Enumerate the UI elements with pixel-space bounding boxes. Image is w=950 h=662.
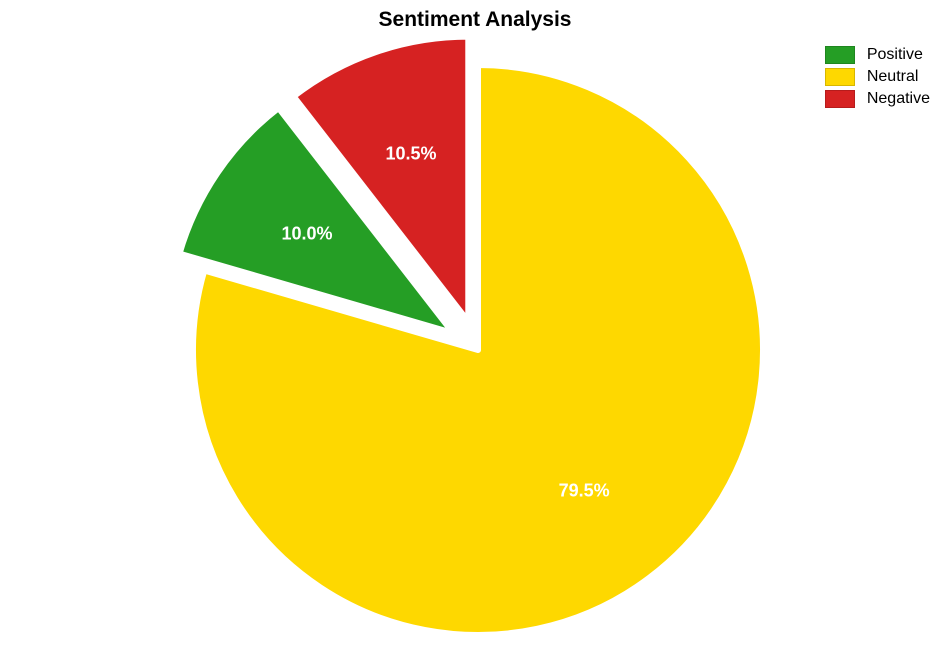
pie-slice-label-neutral: 79.5%: [559, 481, 610, 502]
legend-label-neutral: Neutral: [867, 68, 919, 86]
pie-slice-label-negative: 10.5%: [386, 144, 437, 165]
sentiment-pie-chart: Sentiment Analysis Positive Neutral Nega…: [0, 0, 950, 662]
legend-item-neutral: Neutral: [825, 68, 930, 86]
legend-item-negative: Negative: [825, 90, 930, 108]
legend: Positive Neutral Negative: [825, 46, 930, 112]
legend-swatch-neutral: [825, 68, 855, 86]
legend-label-positive: Positive: [867, 46, 923, 64]
legend-swatch-negative: [825, 90, 855, 108]
pie-slice-label-positive: 10.0%: [282, 223, 333, 244]
legend-item-positive: Positive: [825, 46, 930, 64]
pie-plot: [0, 0, 950, 662]
legend-label-negative: Negative: [867, 90, 930, 108]
legend-swatch-positive: [825, 46, 855, 64]
